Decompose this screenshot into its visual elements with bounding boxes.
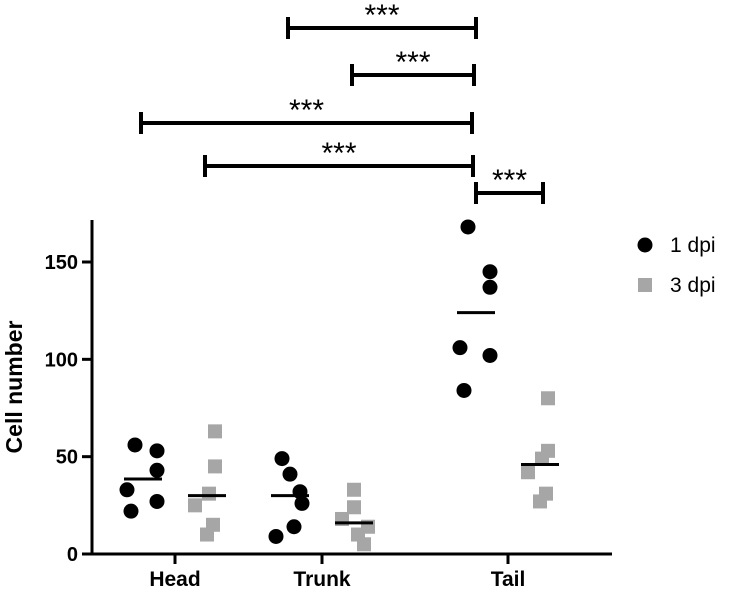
y-tick-label: 150 xyxy=(45,252,78,274)
legend-marker-3dpi xyxy=(638,278,652,292)
y-tick-label: 0 xyxy=(67,544,78,566)
data-point-1dpi xyxy=(452,340,468,356)
data-point-3dpi xyxy=(208,459,222,474)
data-point-3dpi xyxy=(188,498,202,513)
data-point-1dpi xyxy=(123,503,139,519)
significance-label: *** xyxy=(289,94,324,127)
data-point-3dpi xyxy=(533,494,547,509)
y-axis-title: Cell number xyxy=(1,320,27,453)
data-point-1dpi xyxy=(460,219,476,235)
legend-label: 1 dpi xyxy=(670,234,716,257)
data-point-1dpi xyxy=(282,466,298,482)
data-point-1dpi xyxy=(482,264,498,280)
data-point-3dpi xyxy=(521,465,535,480)
data-point-3dpi xyxy=(541,391,555,406)
data-point-1dpi xyxy=(274,451,290,467)
significance-label: *** xyxy=(321,137,356,170)
data-point-1dpi xyxy=(149,443,165,459)
data-point-3dpi xyxy=(357,537,371,552)
x-axis: Head Trunk Tail xyxy=(92,552,612,591)
y-axis: 0 50 100 150 xyxy=(45,220,94,566)
data-point-3dpi xyxy=(208,424,222,439)
data-point-3dpi xyxy=(347,482,361,497)
data-points xyxy=(119,219,555,552)
data-point-3dpi xyxy=(347,500,361,515)
data-point-3dpi xyxy=(202,486,216,501)
mean-lines xyxy=(124,311,559,525)
data-point-1dpi xyxy=(456,382,472,398)
significance-label: *** xyxy=(492,164,527,197)
data-point-1dpi xyxy=(149,462,165,478)
significance-label: *** xyxy=(364,0,399,32)
legend: 1 dpi 3 dpi xyxy=(637,234,716,297)
significance-label: *** xyxy=(395,46,430,79)
data-point-1dpi xyxy=(294,495,310,511)
x-tick-label-head: Head xyxy=(149,568,200,591)
data-point-1dpi xyxy=(149,493,165,509)
data-point-1dpi xyxy=(286,519,302,535)
x-tick-label-trunk: Trunk xyxy=(293,568,350,591)
data-point-3dpi xyxy=(200,527,214,542)
x-tick-label-tail: Tail xyxy=(491,568,526,591)
data-point-1dpi xyxy=(482,347,498,363)
legend-label: 3 dpi xyxy=(670,274,716,297)
legend-marker-1dpi xyxy=(637,237,653,253)
significance-brackets: *** *** *** *** *** xyxy=(139,0,545,204)
data-point-1dpi xyxy=(482,279,498,295)
data-point-1dpi xyxy=(127,437,143,453)
y-tick-label: 50 xyxy=(56,447,78,469)
data-point-1dpi xyxy=(268,528,284,544)
data-point-3dpi xyxy=(535,451,549,466)
y-tick-label: 100 xyxy=(45,349,78,371)
data-point-1dpi xyxy=(119,482,135,498)
